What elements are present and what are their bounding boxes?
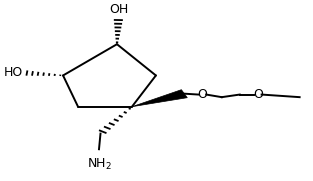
Text: HO: HO	[3, 66, 23, 79]
Text: O: O	[253, 88, 263, 101]
Text: OH: OH	[109, 3, 128, 16]
Text: NH$_2$: NH$_2$	[86, 157, 111, 172]
Text: O: O	[198, 88, 207, 101]
Polygon shape	[132, 90, 187, 107]
